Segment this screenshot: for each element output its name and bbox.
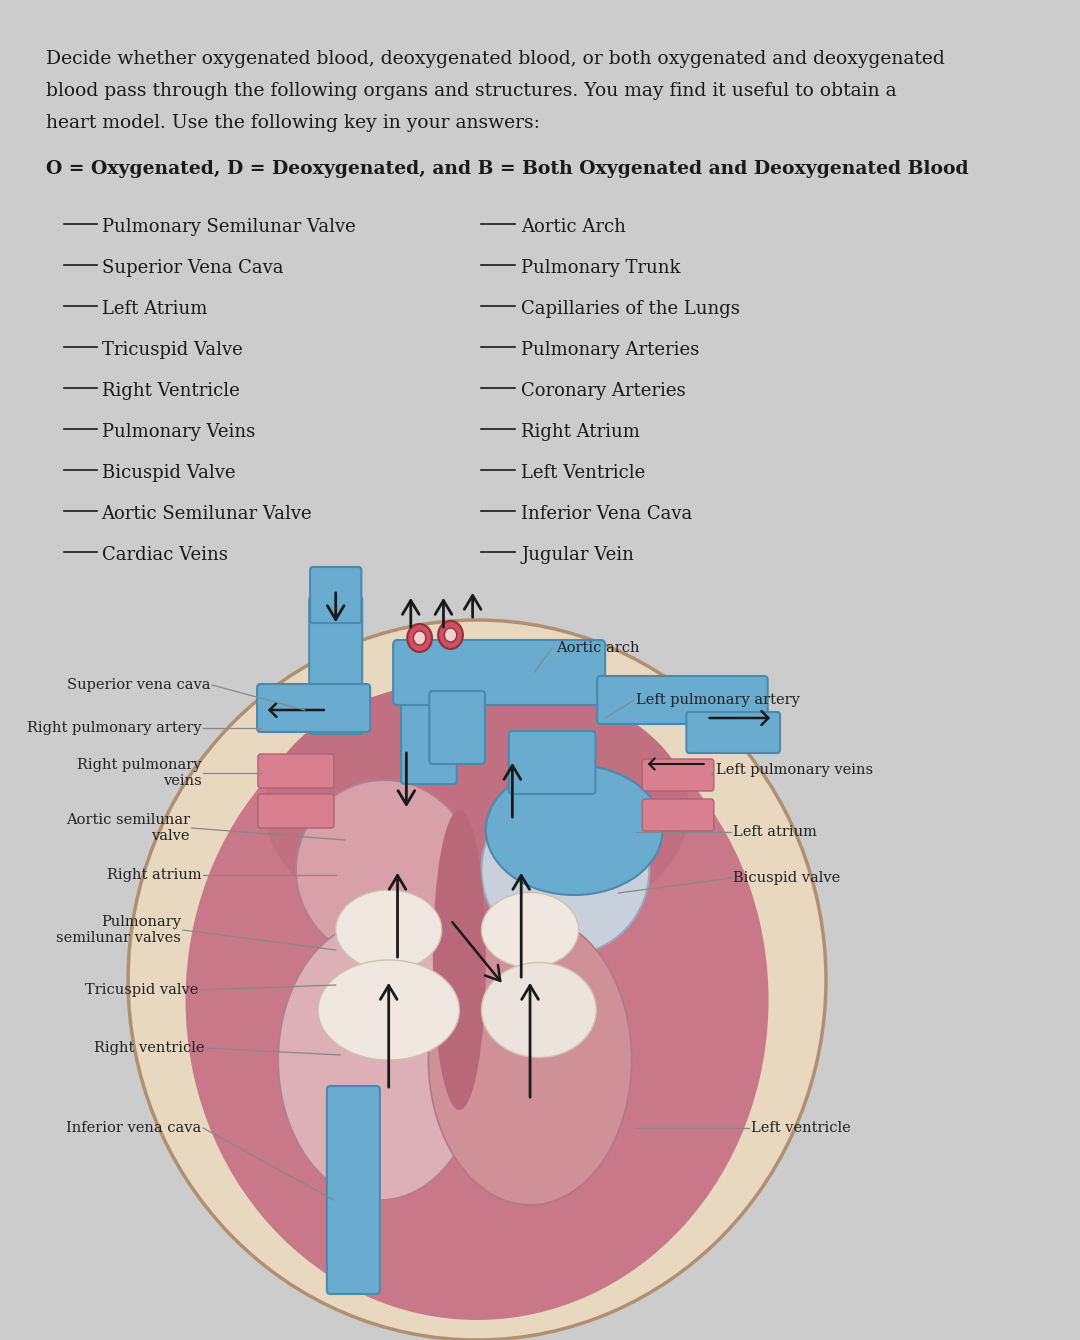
Ellipse shape [318, 959, 459, 1060]
Text: Right Atrium: Right Atrium [522, 423, 640, 441]
FancyBboxPatch shape [327, 1085, 380, 1294]
Ellipse shape [429, 915, 632, 1205]
Ellipse shape [433, 809, 486, 1110]
Text: Superior vena cava: Superior vena cava [67, 678, 211, 691]
Ellipse shape [482, 785, 649, 955]
Text: Left Atrium: Left Atrium [102, 300, 207, 318]
FancyBboxPatch shape [258, 795, 334, 828]
Circle shape [444, 628, 457, 642]
Text: Bicuspid Valve: Bicuspid Valve [102, 464, 235, 482]
Ellipse shape [279, 921, 482, 1201]
Text: Right pulmonary artery: Right pulmonary artery [27, 721, 201, 736]
Text: Left pulmonary veins: Left pulmonary veins [716, 762, 873, 777]
FancyBboxPatch shape [309, 596, 362, 734]
Ellipse shape [482, 962, 596, 1057]
Text: Left pulmonary artery: Left pulmonary artery [636, 693, 800, 708]
FancyBboxPatch shape [310, 567, 362, 623]
Text: Superior Vena Cava: Superior Vena Cava [102, 259, 283, 277]
FancyBboxPatch shape [393, 641, 605, 705]
Text: Pulmonary Veins: Pulmonary Veins [102, 423, 255, 441]
Text: Pulmonary Arteries: Pulmonary Arteries [522, 340, 700, 359]
Text: O = Oxygenated, D = Deoxygenated, and B = Both Oxygenated and Deoxygenated Blood: O = Oxygenated, D = Deoxygenated, and B … [46, 159, 969, 178]
Text: Pulmonary
semilunar valves: Pulmonary semilunar valves [56, 915, 181, 945]
FancyBboxPatch shape [430, 691, 485, 764]
Text: Aortic semilunar
valve: Aortic semilunar valve [66, 813, 190, 843]
Text: heart model. Use the following key in your answers:: heart model. Use the following key in yo… [46, 114, 540, 133]
Text: Right atrium: Right atrium [107, 868, 201, 882]
Text: Pulmonary Semilunar Valve: Pulmonary Semilunar Valve [102, 218, 355, 236]
FancyBboxPatch shape [643, 758, 714, 791]
Text: blood pass through the following organs and structures. You may find it useful t: blood pass through the following organs … [46, 82, 896, 100]
Text: Aortic Arch: Aortic Arch [522, 218, 626, 236]
Text: Right pulmonary
veins: Right pulmonary veins [77, 758, 201, 788]
Circle shape [438, 620, 463, 649]
FancyBboxPatch shape [687, 712, 780, 753]
Text: Aortic arch: Aortic arch [556, 641, 640, 655]
Text: Left atrium: Left atrium [733, 825, 818, 839]
Text: Bicuspid valve: Bicuspid valve [733, 871, 840, 884]
FancyBboxPatch shape [258, 754, 334, 788]
Text: Right Ventricle: Right Ventricle [102, 382, 240, 401]
FancyBboxPatch shape [401, 657, 457, 784]
FancyBboxPatch shape [643, 799, 714, 831]
Text: Left Ventricle: Left Ventricle [522, 464, 646, 482]
Text: Coronary Arteries: Coronary Arteries [522, 382, 686, 401]
Ellipse shape [296, 780, 473, 959]
FancyBboxPatch shape [597, 675, 768, 724]
Circle shape [414, 631, 426, 645]
Text: Right ventricle: Right ventricle [94, 1041, 205, 1055]
Text: Aortic Semilunar Valve: Aortic Semilunar Valve [102, 505, 312, 523]
Ellipse shape [336, 890, 442, 970]
Ellipse shape [186, 679, 769, 1320]
Text: Tricuspid Valve: Tricuspid Valve [102, 340, 242, 359]
Text: Pulmonary Trunk: Pulmonary Trunk [522, 259, 680, 277]
FancyBboxPatch shape [509, 732, 595, 795]
Ellipse shape [265, 679, 689, 939]
FancyBboxPatch shape [257, 683, 370, 732]
Ellipse shape [482, 892, 579, 967]
Text: Decide whether oxygenated blood, deoxygenated blood, or both oxygenated and deox: Decide whether oxygenated blood, deoxyge… [46, 50, 945, 68]
Ellipse shape [486, 765, 662, 895]
Circle shape [407, 624, 432, 653]
Text: Tricuspid valve: Tricuspid valve [85, 984, 199, 997]
Text: Inferior vena cava: Inferior vena cava [66, 1122, 201, 1135]
Text: Inferior Vena Cava: Inferior Vena Cava [522, 505, 692, 523]
Text: Left ventricle: Left ventricle [751, 1122, 851, 1135]
Text: Jugular Vein: Jugular Vein [522, 545, 634, 564]
Ellipse shape [129, 620, 826, 1340]
Text: Capillaries of the Lungs: Capillaries of the Lungs [522, 300, 740, 318]
Text: Cardiac Veins: Cardiac Veins [102, 545, 228, 564]
